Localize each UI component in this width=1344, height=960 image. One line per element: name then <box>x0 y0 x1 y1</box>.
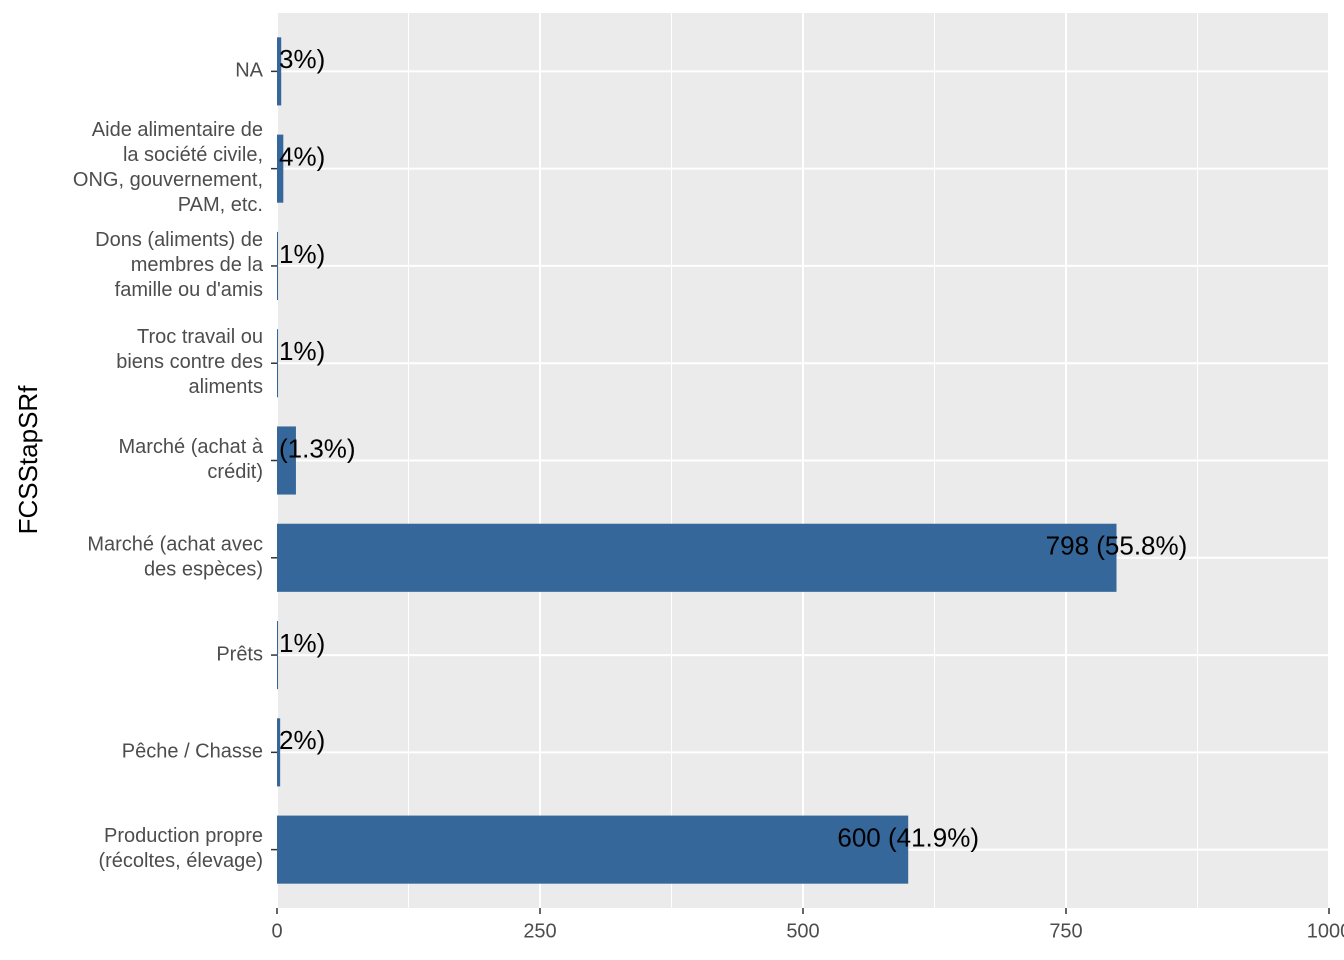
x-tick-label: 750 <box>1049 920 1082 942</box>
x-tick-label: 1000 <box>1307 920 1344 942</box>
data-label: 1%) <box>279 336 325 366</box>
x-tick-label: 500 <box>786 920 819 942</box>
bar <box>277 329 279 398</box>
y-tick-label: NA <box>235 60 263 82</box>
x-tick-label: 0 <box>271 920 282 942</box>
y-axis-title: FCSStapSRf <box>13 385 43 535</box>
bar <box>277 426 296 495</box>
bar <box>277 815 909 884</box>
y-tick-label: Dons (aliments) de membres de la famille o… <box>95 229 264 301</box>
data-label: 4%) <box>279 142 325 172</box>
x-tick-label: 250 <box>523 920 556 942</box>
bar <box>277 718 281 787</box>
y-tick-label: Marché (achat à crédit) <box>118 436 263 483</box>
bar <box>277 621 279 690</box>
bar <box>277 231 279 300</box>
y-tick-label: Prêts <box>216 643 263 665</box>
data-label: 2%) <box>279 725 325 755</box>
y-tick-label: Troc travail ou biens contre des aliments <box>116 326 263 398</box>
data-label: 1%) <box>279 628 325 658</box>
y-tick-label: Marché (achat avec des espèces) <box>87 534 263 581</box>
data-label: 1%) <box>279 239 325 269</box>
y-tick-label: Aide alimentaire de la société civile, ONG… <box>73 119 263 216</box>
y-tick-label: Pêche / Chasse <box>122 741 263 763</box>
bar <box>277 523 1117 592</box>
data-label: 600 (41.9%) <box>837 823 979 853</box>
data-label: 3%) <box>279 44 325 74</box>
bar <box>277 37 282 106</box>
data-label: 798 (55.8%) <box>1046 531 1188 561</box>
bar <box>277 134 284 203</box>
data-label: (1.3%) <box>279 433 356 463</box>
y-tick-label: Production propre (récoltes, élevage) <box>98 825 263 872</box>
